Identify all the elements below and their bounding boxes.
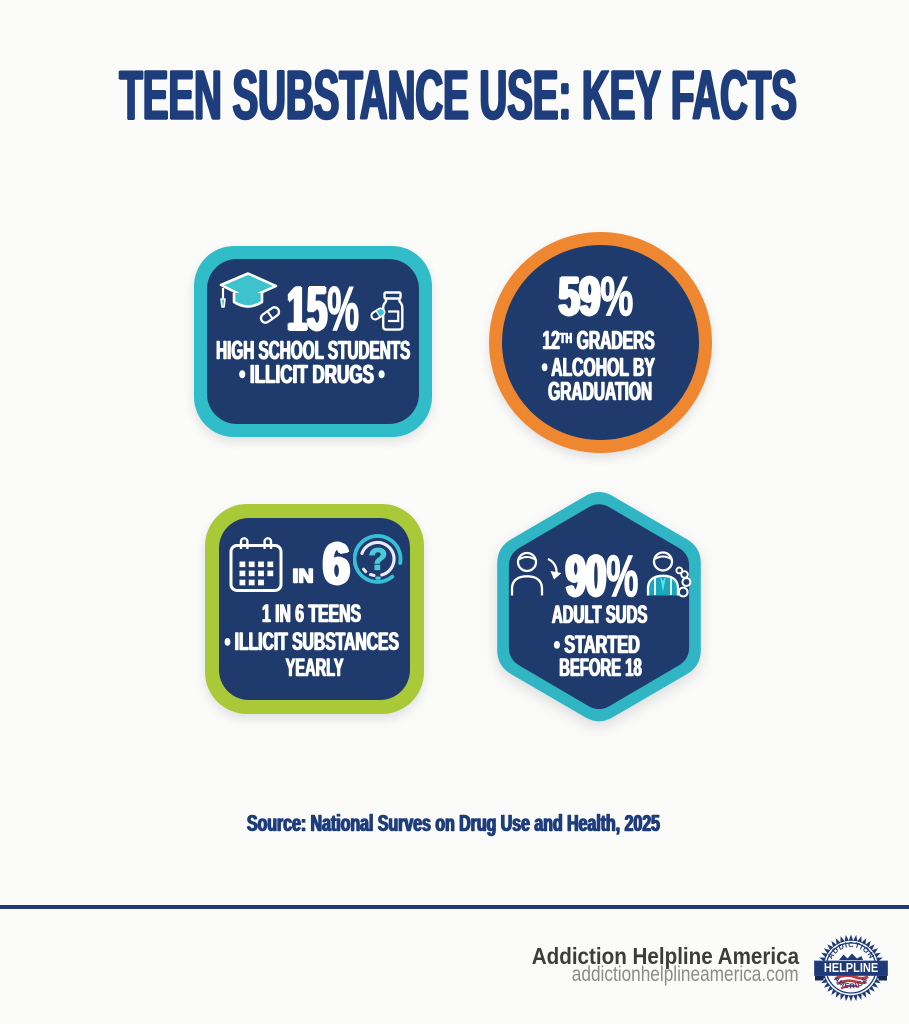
svg-text:?: ? xyxy=(369,542,388,577)
svg-text:AMERICA: AMERICA xyxy=(832,975,870,991)
svg-text:HELPLINE: HELPLINE xyxy=(824,961,878,975)
